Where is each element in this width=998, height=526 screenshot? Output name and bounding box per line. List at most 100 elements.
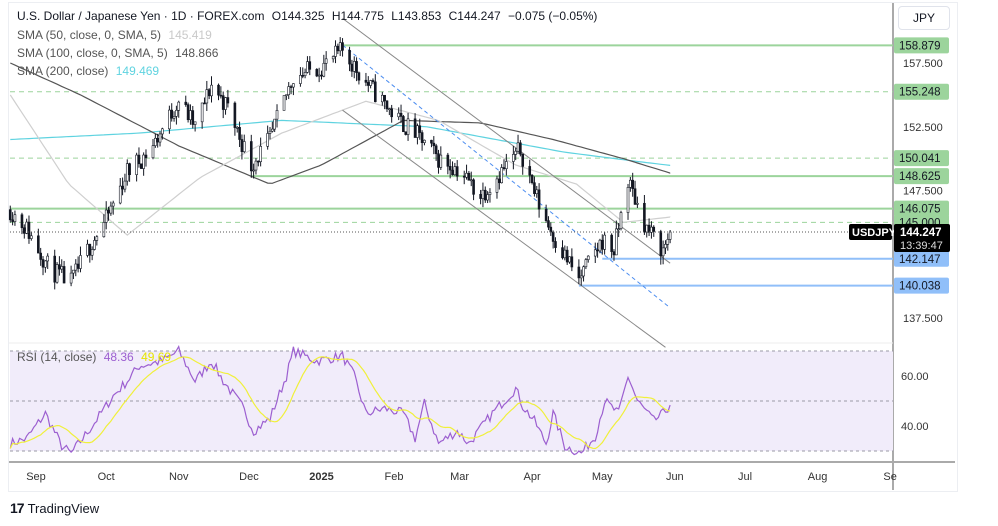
candle	[565, 246, 569, 265]
candle-body	[561, 247, 564, 259]
price-tick-label: 152.500	[903, 122, 943, 134]
candle	[423, 139, 426, 146]
candle-body	[659, 231, 663, 257]
time-tick-label: Dec	[239, 471, 259, 483]
candle	[603, 232, 606, 255]
candle	[516, 134, 520, 155]
candle	[413, 113, 417, 138]
candle-body	[481, 189, 485, 199]
candle-body	[184, 101, 188, 105]
sma100-legend[interactable]: SMA (100, close, 0, SMA, 5) 148.866	[17, 46, 222, 60]
candle-body	[46, 255, 50, 262]
candle-body	[514, 150, 518, 155]
candle-body	[39, 252, 42, 260]
candle	[530, 174, 534, 185]
sma200-legend[interactable]: SMA (200, close) 149.469	[17, 64, 163, 78]
level-label-bg	[894, 150, 949, 167]
candle	[570, 248, 574, 272]
candle-body	[603, 234, 606, 250]
candle-body	[357, 72, 361, 81]
level-label-bg	[894, 37, 949, 54]
candle	[8, 205, 12, 223]
ohlc-high: H144.775	[331, 9, 384, 23]
candle	[600, 234, 604, 255]
candle	[451, 161, 454, 176]
candle	[495, 175, 499, 199]
candle-body	[565, 249, 569, 263]
time-tick-label: 2025	[309, 471, 333, 483]
sma_200-line	[10, 119, 671, 167]
candle	[612, 249, 616, 261]
price-tick-label: 137.500	[903, 313, 943, 325]
candle-body	[168, 109, 171, 130]
candle	[76, 256, 80, 273]
candle-body	[554, 241, 557, 248]
candle-body	[88, 243, 92, 256]
candle-body	[448, 165, 452, 171]
candle	[584, 258, 588, 270]
rsi-tick-label: 60.00	[901, 371, 929, 383]
symbol-legend: U.S. Dollar / Japanese Yen · 1D · FOREX.…	[17, 9, 601, 23]
candle-body	[256, 160, 260, 163]
candle-body	[472, 179, 475, 195]
candle-body	[512, 154, 515, 162]
candle	[647, 218, 651, 236]
sma50-legend[interactable]: SMA (50, close, 0, SMA, 5) 145.419	[17, 28, 216, 42]
candle	[200, 102, 204, 129]
ohlc-close: C144.247	[448, 9, 501, 23]
candle-body	[371, 80, 375, 83]
candle-body	[364, 79, 368, 83]
level-label-bg	[894, 83, 949, 100]
rsi-legend[interactable]: RSI (14, close) 48.36 49.69	[17, 350, 175, 364]
candle	[37, 228, 40, 254]
candle	[58, 256, 61, 276]
candle-body	[579, 275, 583, 279]
candle-body	[645, 224, 649, 233]
candle-body	[586, 255, 590, 260]
level-label-bg	[894, 200, 949, 217]
tradingview-logo[interactable]: 17 TradingView	[10, 500, 99, 516]
candle	[259, 137, 262, 167]
candle	[193, 121, 197, 132]
candle	[586, 255, 590, 263]
candle	[446, 152, 450, 175]
candle-body	[388, 108, 391, 110]
ohlc-open: O144.325	[271, 9, 325, 23]
candle-body	[186, 104, 190, 121]
candle-body	[242, 141, 246, 152]
candle	[142, 152, 145, 176]
candle	[467, 170, 471, 181]
candle-body	[37, 235, 40, 254]
level-price-label: 158.879	[899, 40, 941, 52]
candle-body	[252, 169, 255, 172]
price-tick-label: 147.500	[903, 186, 943, 198]
candle-body	[69, 272, 73, 284]
candle-body	[191, 110, 195, 125]
candle	[156, 133, 159, 148]
candle	[645, 224, 649, 238]
candle	[301, 67, 305, 79]
candle-body	[41, 259, 45, 268]
candle-body	[385, 100, 389, 110]
candle-body	[219, 94, 223, 97]
sma_100-line	[10, 62, 671, 184]
candle-body	[128, 163, 131, 175]
candle-body	[315, 69, 319, 77]
candle	[469, 171, 473, 187]
candle-body	[544, 208, 548, 221]
currency-button[interactable]: JPY	[898, 6, 950, 30]
candle-body	[240, 139, 244, 152]
candle-body	[577, 266, 581, 279]
candle	[390, 104, 393, 123]
candle	[563, 245, 567, 261]
candle-body	[381, 94, 384, 103]
candle	[289, 84, 293, 95]
candle	[175, 105, 178, 125]
candle	[53, 249, 57, 290]
candle	[22, 224, 26, 239]
candle	[598, 238, 602, 254]
candle	[371, 78, 375, 85]
candle-body	[666, 239, 670, 245]
candle-body	[650, 226, 653, 233]
